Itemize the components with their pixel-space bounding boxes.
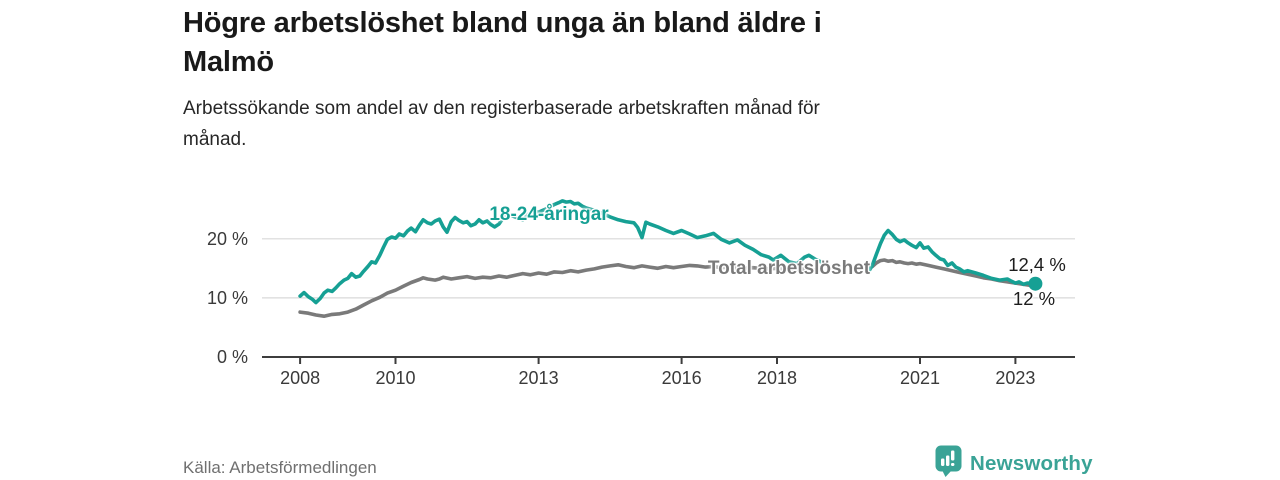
chart-subtitle-line1: Arbetssökande som andel av den registerb… bbox=[183, 98, 820, 119]
end-value-label-total: 12 % bbox=[1012, 288, 1056, 309]
y-axis-label: 10 % bbox=[206, 287, 248, 308]
x-axis-label: 2021 bbox=[899, 368, 941, 388]
source-note: Källa: Arbetsförmedlingen bbox=[183, 458, 377, 477]
x-axis-label: 2016 bbox=[661, 368, 702, 388]
x-axis-label: 2018 bbox=[756, 368, 797, 388]
brand-wordmark: Newsworthy bbox=[970, 451, 1093, 475]
page-title-line2: Malmö bbox=[183, 46, 274, 79]
line-series-0 bbox=[298, 199, 1038, 305]
series-label-total-arbetsloshet: Total arbetslöshet bbox=[707, 258, 871, 279]
last-point-dot bbox=[1028, 276, 1043, 291]
page-title-line1: Högre arbetslöshet bland unga än bland ä… bbox=[183, 7, 822, 39]
y-axis-label: 20 % bbox=[206, 228, 248, 249]
x-axis-label: 2023 bbox=[995, 368, 1036, 388]
chart-subtitle-line2: månad. bbox=[183, 128, 247, 150]
x-axis-label: 2008 bbox=[280, 368, 321, 388]
x-axis-label: 2013 bbox=[518, 368, 559, 388]
newsworthy-speech-bubble-bar-chart-icon bbox=[935, 445, 962, 480]
end-value-label-young: 12,4 % bbox=[1008, 254, 1066, 275]
chart-subtitle: Arbetssökande som andel av den registerb… bbox=[183, 94, 1043, 156]
series-label-18-24-aringar: 18-24-åringar bbox=[489, 204, 609, 225]
x-axis-label: 2010 bbox=[375, 368, 416, 388]
page-title: Högre arbetslöshet bland unga än bland ä… bbox=[183, 4, 1023, 82]
line-series-1 bbox=[298, 258, 1038, 318]
y-axis-label: 0 % bbox=[216, 347, 248, 367]
brand-logo[interactable]: Newsworthy bbox=[935, 445, 1093, 480]
